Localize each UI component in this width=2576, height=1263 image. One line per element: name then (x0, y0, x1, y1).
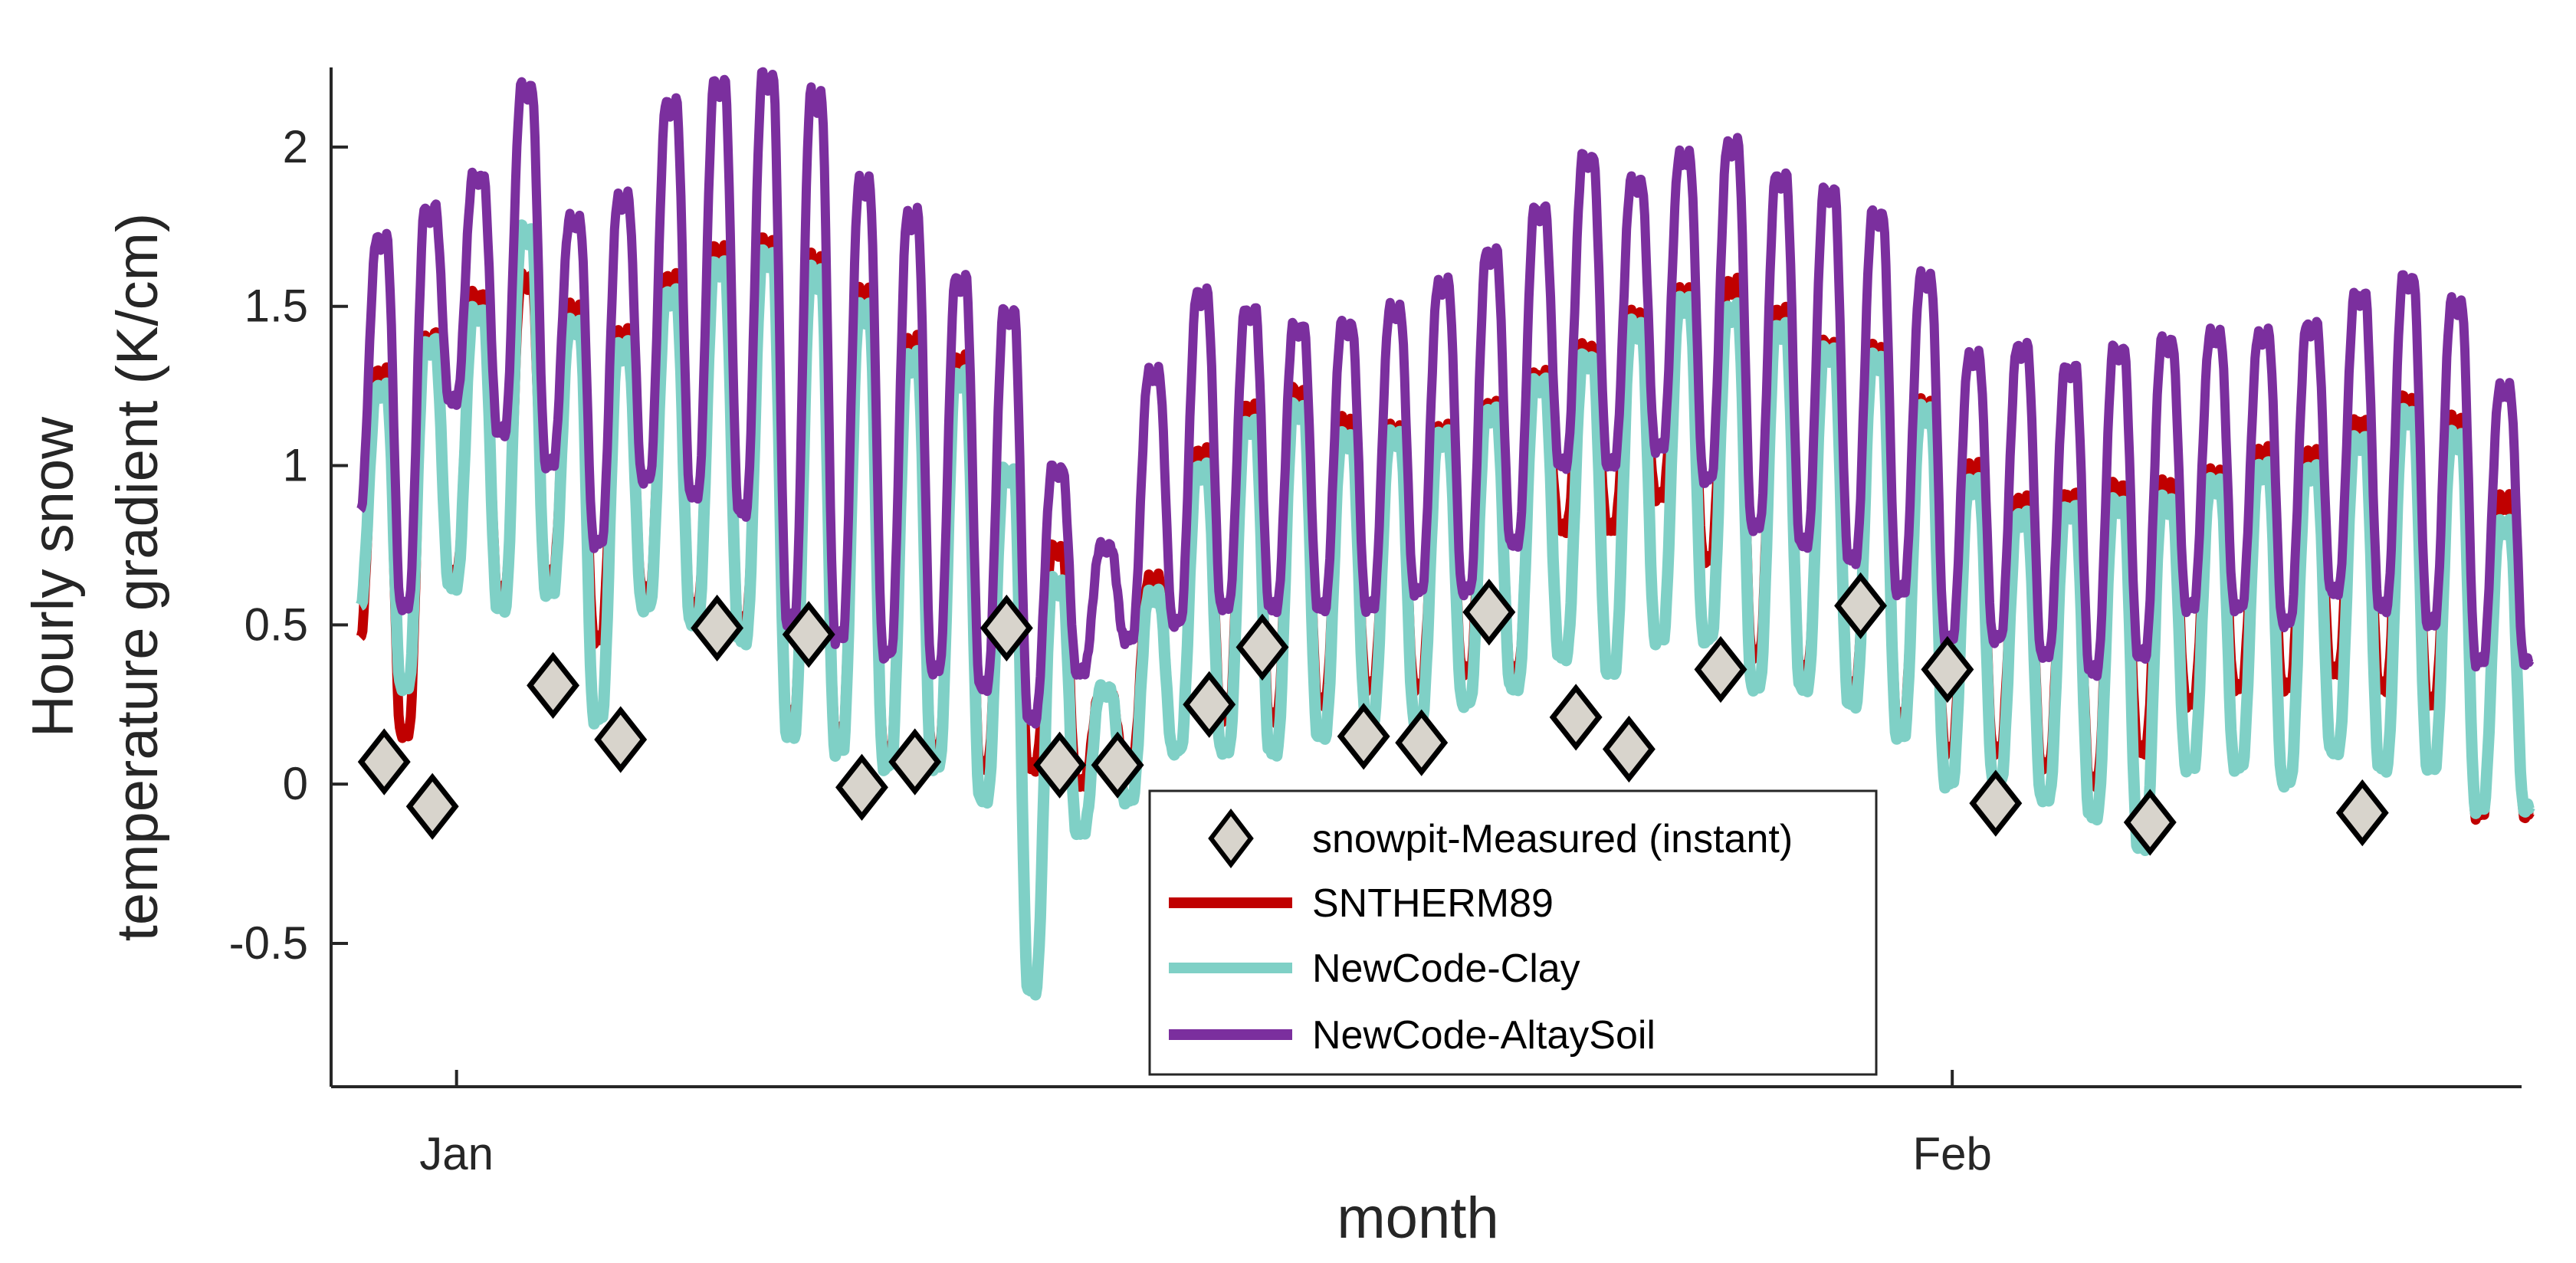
measured-point (1235, 613, 1289, 681)
y-tick-label: -0.5 (229, 917, 308, 969)
legend-box (1148, 789, 1878, 1076)
legend-entry-clay: NewCode-Clay (1169, 946, 1580, 991)
measured-point (527, 651, 580, 719)
x-tick-label: Jan (419, 1128, 494, 1179)
y-axis-title-line1: Hourly snow (21, 416, 86, 737)
measured-point (1462, 579, 1516, 646)
legend-entry-snowpit: snowpit-Measured (instant) (1208, 809, 1793, 868)
measured-point (1602, 715, 1656, 783)
tick-layer: -0.5 0 0.5 1 1.5 2 Jan Feb (229, 121, 1992, 1179)
legend-label-sntherm: SNTHERM89 (1312, 881, 1554, 926)
measured-point (1183, 671, 1236, 738)
y-tick-label: 1.5 (244, 280, 308, 332)
series-line-newcode-clay (355, 219, 2535, 1001)
measured-point (2335, 779, 2389, 847)
legend-label-snowpit: snowpit-Measured (instant) (1312, 817, 1793, 861)
measured-point (835, 753, 888, 821)
measured-point (357, 728, 411, 796)
measured-point (1033, 731, 1087, 799)
measured-point (2123, 789, 2177, 856)
measured-point (1834, 572, 1888, 640)
legend-label-altay: NewCode-AltaySoil (1312, 1013, 1656, 1058)
measured-point (405, 773, 459, 840)
axes-layer (330, 67, 2522, 1088)
legend-marker-snowpit (1208, 809, 1254, 868)
measured-point (980, 594, 1033, 662)
measured-point (691, 594, 744, 662)
series-line-newcode-altaysoil (356, 67, 2535, 729)
y-tick-label: 1 (283, 440, 308, 491)
y-tick-label: 0 (283, 758, 308, 809)
y-axis-title: Hourly snow temperature gradient (K/cm) (21, 213, 170, 941)
series-layer (355, 67, 2535, 1001)
measured-point (888, 728, 942, 796)
legend: snowpit-Measured (instant) SNTHERM89 New… (1148, 789, 1878, 1076)
measured-point (1694, 635, 1747, 704)
measured-point (1969, 769, 2023, 837)
y-tick-label: 0.5 (244, 599, 308, 650)
measured-point (1091, 731, 1144, 799)
y-axis-title-line2: temperature gradient (K/cm) (105, 213, 170, 941)
measured-point (782, 601, 835, 668)
marker-layer (357, 572, 2389, 856)
measured-point (1549, 684, 1603, 751)
x-axis-title: month (1337, 1186, 1498, 1251)
measured-point (1337, 703, 1390, 770)
legend-entry-sntherm: SNTHERM89 (1169, 881, 1554, 926)
measured-point (1395, 709, 1449, 776)
measured-point (594, 706, 648, 773)
y-tick-label: 2 (283, 121, 308, 172)
x-tick-label: Feb (1912, 1128, 1991, 1179)
legend-entry-altay: NewCode-AltaySoil (1169, 1013, 1656, 1058)
measured-point (1921, 635, 1974, 704)
legend-label-clay: NewCode-Clay (1312, 946, 1580, 991)
